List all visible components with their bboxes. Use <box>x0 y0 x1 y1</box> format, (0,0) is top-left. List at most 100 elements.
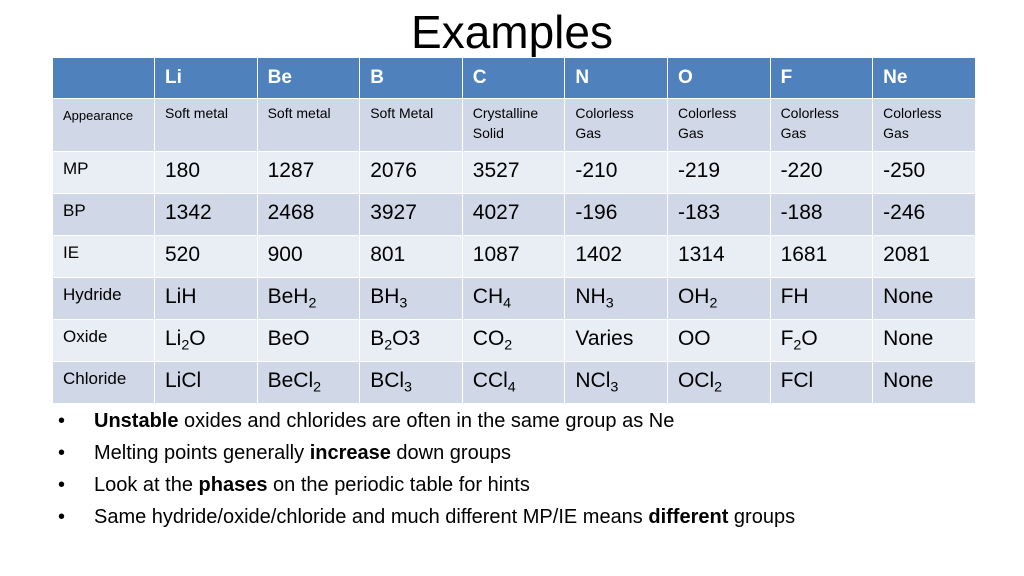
subscript: 4 <box>503 295 512 312</box>
text-run: F <box>780 327 794 350</box>
text-run: NCl <box>575 369 611 392</box>
table-cell: 1402 <box>564 235 668 278</box>
text-run: BeO <box>267 327 310 350</box>
header-cell-o: O <box>666 57 771 99</box>
table-cell: 2468 <box>256 193 361 236</box>
table-body: Appearance Soft metal Soft metal Soft Metal… <box>52 98 976 404</box>
subscript: 2 <box>793 337 802 354</box>
text-run: None <box>883 369 934 392</box>
text-run: down groups <box>390 442 511 464</box>
table-cell: -250 <box>872 151 976 194</box>
table-cell: Soft metal <box>154 98 258 152</box>
subscript: 2 <box>308 295 317 312</box>
text-run: OCl <box>677 369 715 392</box>
text-run: groups <box>728 506 796 528</box>
table-cell: LiCl <box>154 361 258 404</box>
subscript: 2 <box>504 337 513 354</box>
header-cell-n: N <box>564 57 668 99</box>
table-cell: 180 <box>154 151 258 194</box>
table-cell: 3927 <box>359 193 463 236</box>
header-cell-be: Be <box>256 57 361 99</box>
table-cell: Varies <box>564 319 668 362</box>
bold-text: increase <box>309 442 391 464</box>
table-cell: F2O <box>769 319 874 362</box>
text-run: None <box>883 285 934 308</box>
text-run: BCl <box>370 369 405 392</box>
table-cell: 1314 <box>666 235 771 278</box>
row-label: MP <box>52 151 155 194</box>
table-cell: Colorless Gas <box>769 98 874 152</box>
table-header-row: Li Be B C N O F Ne <box>52 57 976 99</box>
header-cell-li: Li <box>154 57 258 99</box>
table-cell: CO2 <box>461 319 566 362</box>
table-cell: 2076 <box>359 151 463 194</box>
table-cell: NH3 <box>564 277 668 320</box>
text-run: Varies <box>575 327 634 350</box>
table-cell: 520 <box>154 235 258 278</box>
text-run: CO <box>472 327 505 350</box>
header-cell-b: B <box>359 57 463 99</box>
text-run: BH <box>370 285 400 308</box>
table-cell: OCl2 <box>666 361 771 404</box>
bullet-item: • Same hydride/oxide/chloride and much di… <box>58 501 1008 533</box>
header-cell-c: C <box>461 57 566 99</box>
subscript: 3 <box>399 295 408 312</box>
table-cell: -210 <box>564 151 668 194</box>
table-cell: 900 <box>256 235 361 278</box>
text-run: B <box>370 327 385 350</box>
bullet-marker: • <box>58 410 66 432</box>
table-row: Appearance Soft metal Soft metal Soft Metal… <box>52 98 976 152</box>
text-run: FCl <box>780 369 814 392</box>
table-cell: FH <box>769 277 874 320</box>
subscript: 2 <box>384 337 393 354</box>
header-cell <box>52 57 155 99</box>
text-run: CH <box>472 285 504 308</box>
table-cell: 1087 <box>461 235 566 278</box>
table-cell: BeO <box>256 319 361 362</box>
table-cell: Crystalline Solid <box>461 98 566 152</box>
bullet-marker: • <box>58 442 66 464</box>
text-run: OO <box>677 327 711 350</box>
subscript: 3 <box>404 379 412 396</box>
text-run: oxides and chlorides are often in the sa… <box>178 410 675 432</box>
text-run: Look at the <box>94 474 199 496</box>
table-cell: BeCl2 <box>256 361 361 404</box>
table-cell: None <box>872 361 976 404</box>
table-cell: -219 <box>666 151 771 194</box>
table-cell: -246 <box>872 193 976 236</box>
row-label: BP <box>52 193 155 236</box>
table-cell: NCl3 <box>564 361 668 404</box>
subscript: 2 <box>181 337 190 354</box>
bold-text: Unstable <box>94 410 179 432</box>
row-label: Chloride <box>52 361 155 404</box>
text-run: on the periodic table for hints <box>267 474 530 496</box>
table-cell: 4027 <box>461 193 566 236</box>
bullet-item: • Melting points generally increase down … <box>58 437 1008 469</box>
table-cell: -220 <box>769 151 874 194</box>
text-run: LiCl <box>165 369 202 392</box>
table-cell: 1681 <box>769 235 874 278</box>
table-cell: Colorless Gas <box>666 98 771 152</box>
subscript: 2 <box>709 295 718 312</box>
bullet-marker: • <box>58 506 66 528</box>
table-cell: Li2O <box>154 319 258 362</box>
bullet-item: • Unstable oxides and chlorides are often… <box>58 405 1008 437</box>
subscript: 2 <box>714 379 723 396</box>
row-label: Hydride <box>52 277 155 320</box>
text-run: OH <box>677 285 710 308</box>
bold-text: phases <box>198 474 268 496</box>
table-cell: CCl4 <box>461 361 566 404</box>
table-cell: CH4 <box>461 277 566 320</box>
text-run: NH <box>575 285 606 308</box>
text-run: O <box>189 327 206 350</box>
table-cell: 2081 <box>872 235 976 278</box>
table-cell: LiH <box>154 277 258 320</box>
text-run: BeCl <box>267 369 314 392</box>
text-run: FH <box>780 285 809 308</box>
subscript: 3 <box>610 379 619 396</box>
text-run: O3 <box>392 327 421 350</box>
table-cell: None <box>872 277 976 320</box>
table-cell: 801 <box>359 235 463 278</box>
table-row: BP 1342 2468 3927 4027 -196 -183 -188 -246 <box>52 193 976 236</box>
table-cell: 1342 <box>154 193 258 236</box>
